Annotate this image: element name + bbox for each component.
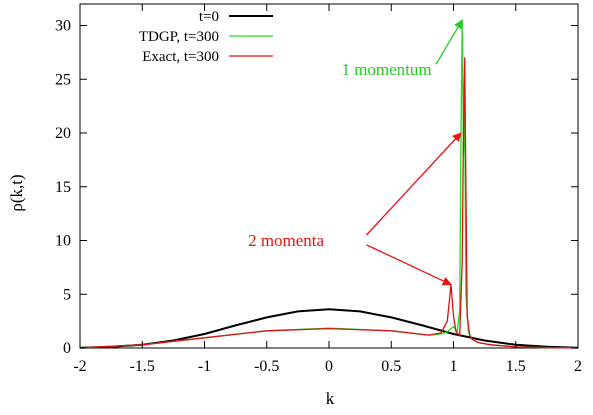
- annotation-label: 1 momentum: [341, 60, 431, 79]
- annotation-arrow: [366, 244, 452, 286]
- series-line-2: [79, 19, 579, 349]
- legend-label: TDGP, t=300: [139, 29, 219, 45]
- x-tick-label: 1: [450, 358, 458, 375]
- annotation-arrow: [435, 19, 463, 65]
- y-tick-label: 15: [55, 179, 71, 196]
- x-tick-label: -1: [198, 358, 211, 375]
- series-layer: [79, 19, 579, 349]
- series-line-3: [79, 57, 579, 349]
- x-tick-label: -2: [73, 358, 86, 375]
- y-tick-label: 25: [55, 71, 71, 88]
- y-tick-label: 0: [63, 340, 71, 357]
- annotation-arrows: [365, 19, 463, 286]
- y-tick-label: 10: [55, 233, 71, 250]
- x-tick-label: 0.5: [381, 358, 401, 375]
- annotation-label: 2 momenta: [248, 231, 324, 250]
- x-tick-label: 1.5: [506, 358, 526, 375]
- y-axis-label: ρ(k,t): [7, 174, 26, 211]
- legend-label: t=0: [199, 9, 219, 25]
- x-tick-label: -1.5: [130, 358, 155, 375]
- x-tick-label: 2: [574, 358, 582, 375]
- y-tick-label: 20: [55, 125, 71, 142]
- legend-label: Exact, t=300: [142, 49, 219, 65]
- annotations: 1 momentum 2 momenta: [248, 60, 432, 250]
- legend: t=0 TDGP, t=300 Exact, t=300: [139, 9, 273, 65]
- x-axis-label: k: [326, 389, 335, 408]
- y-tick-label: 30: [55, 18, 71, 35]
- y-tick-label: 5: [63, 286, 71, 303]
- annotation-arrow: [365, 132, 462, 236]
- x-tick-label: -0.5: [254, 358, 279, 375]
- x-tick-label: 0: [325, 358, 333, 375]
